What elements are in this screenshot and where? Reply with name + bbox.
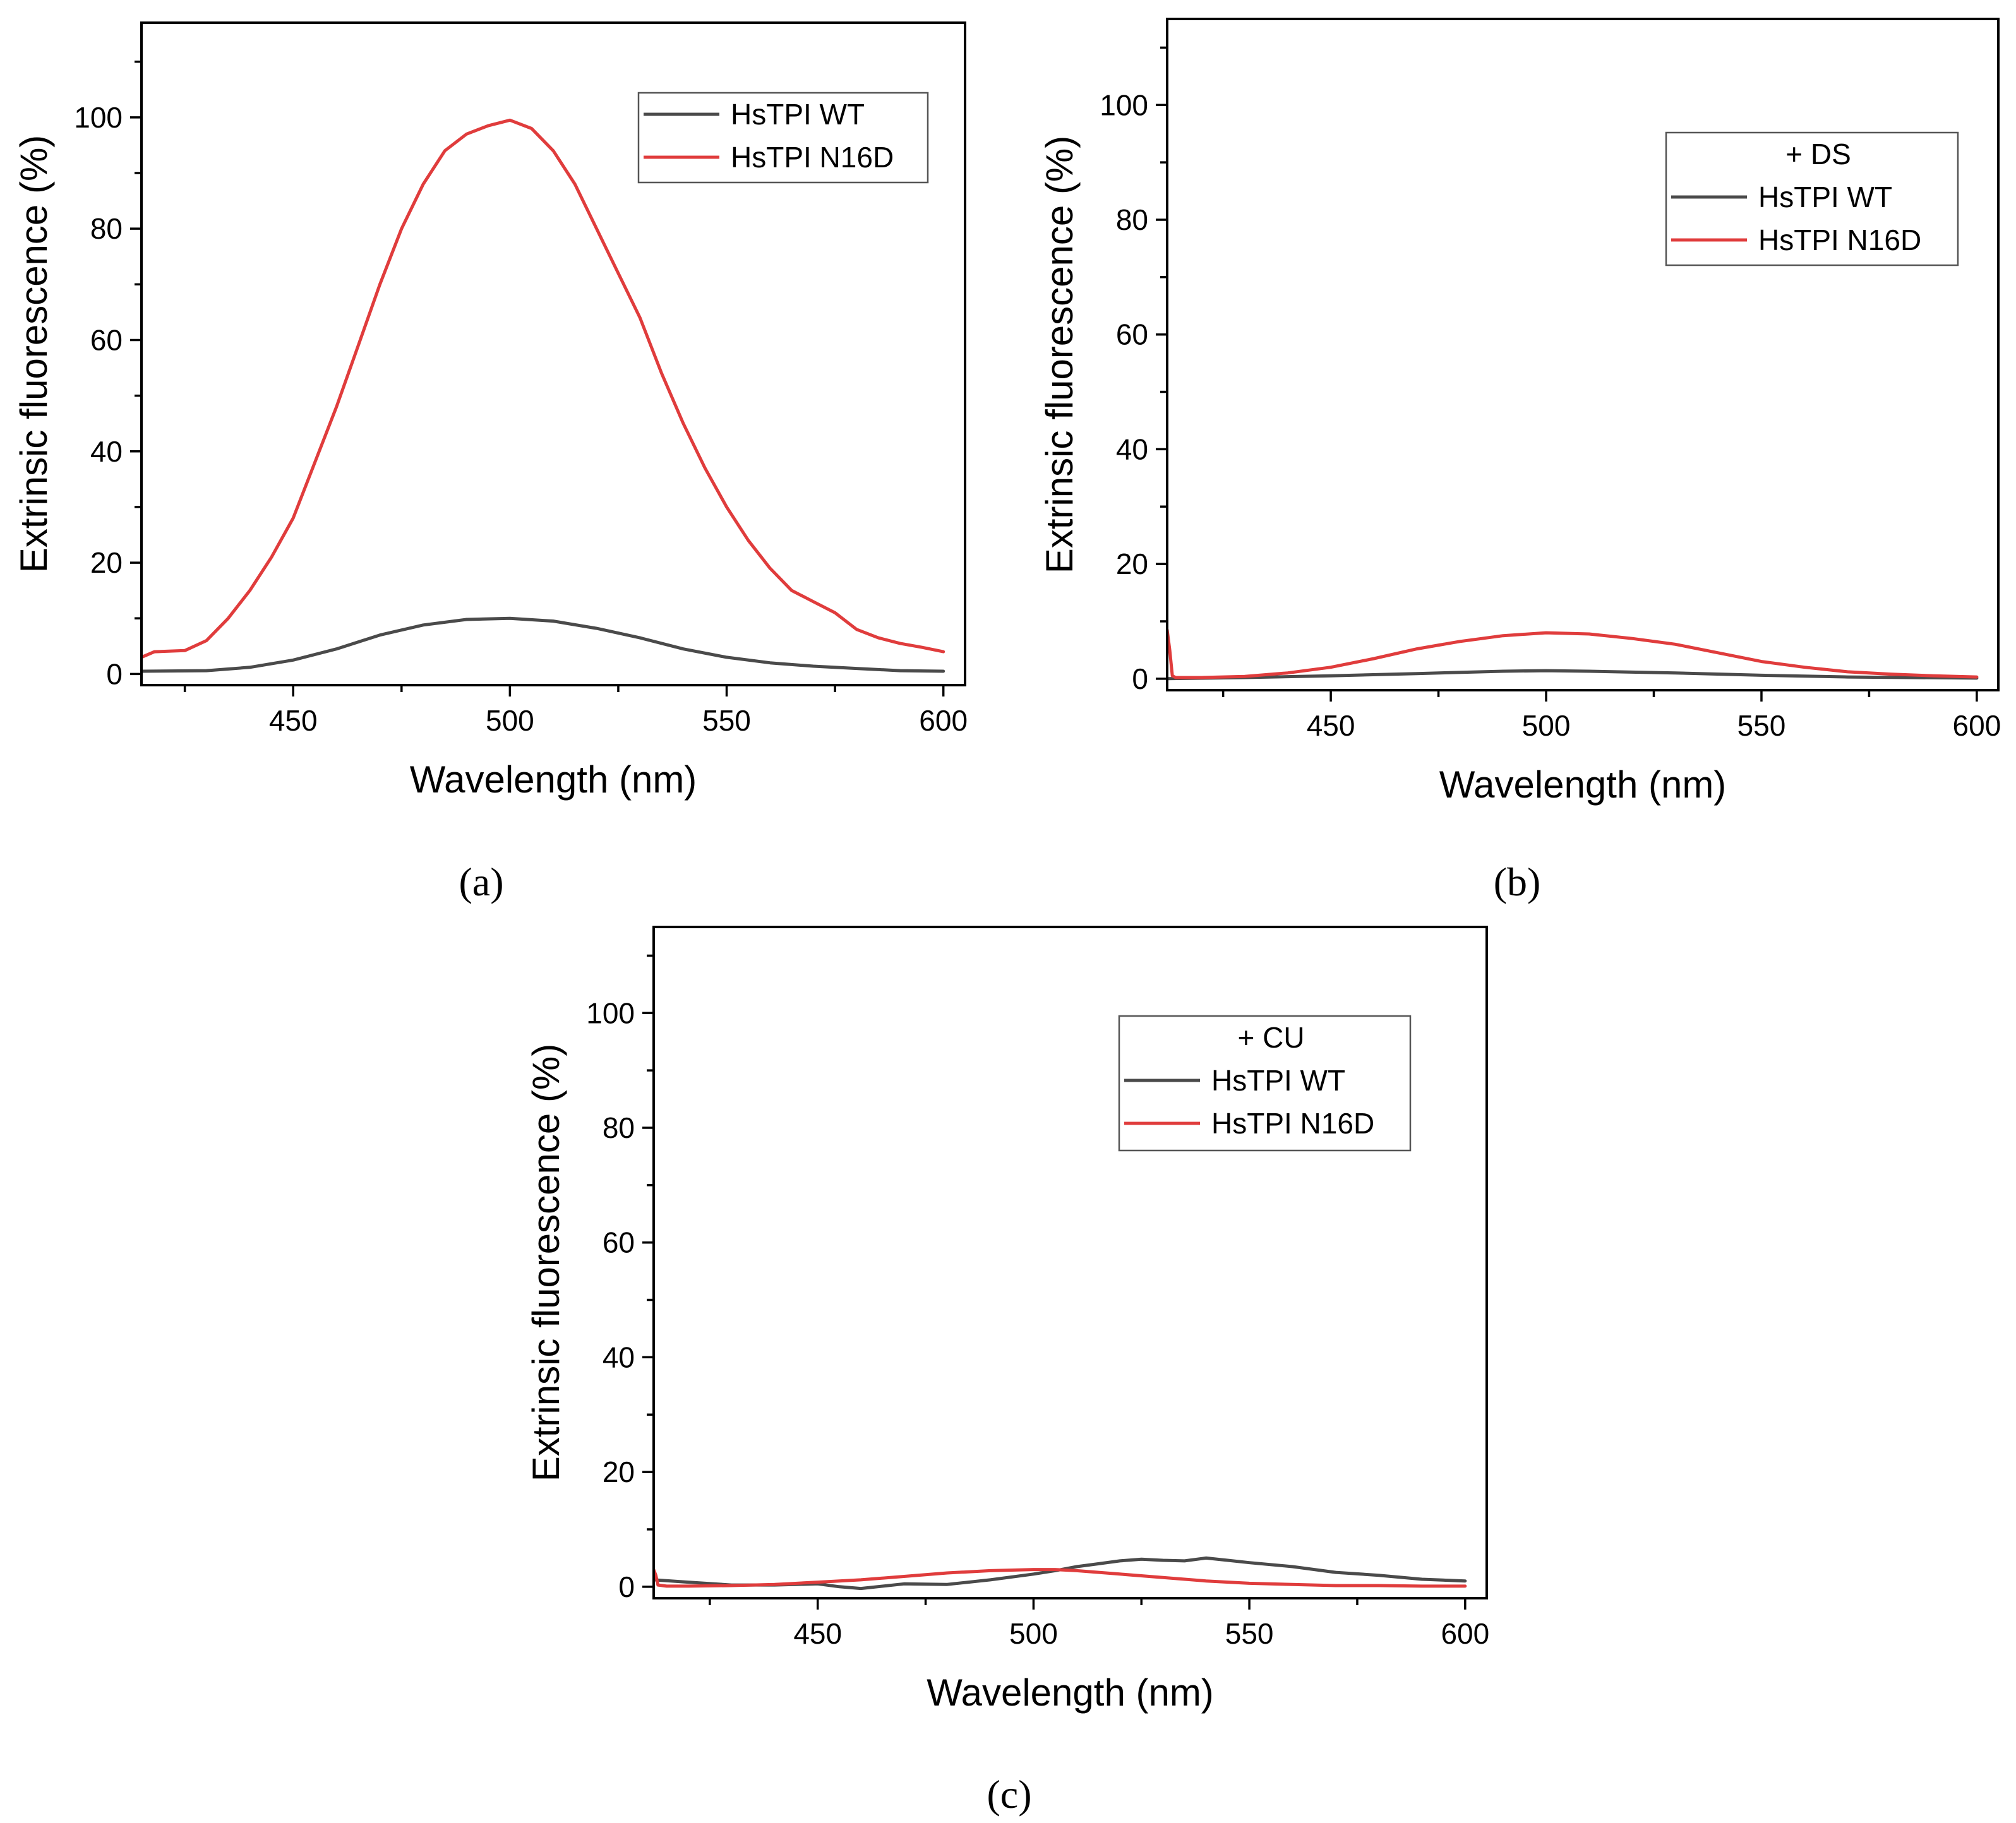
y-tick-label: 20	[90, 546, 123, 579]
x-tick-label: 550	[1737, 709, 1786, 742]
legend-title: + DS	[1785, 138, 1851, 170]
x-tick-label: 550	[702, 704, 751, 737]
legend-box	[1118, 1015, 1412, 1152]
panel-c: 450 500 550 600 0 20 40 60 80 100 Wavelength (nm) E…	[525, 926, 1489, 1817]
legend-label: HsTPI N16D	[1211, 1107, 1374, 1140]
y-tick-label: 0	[618, 1570, 635, 1603]
panel-a: 450 500 550 600 0 20 40 60 80 100 Wavelength (nm) E…	[13, 21, 968, 904]
y-tick-label: 60	[1116, 318, 1148, 351]
y-tick-label: 20	[603, 1455, 635, 1488]
legend-title: + CU	[1237, 1021, 1304, 1054]
y-tick-label: 40	[1116, 433, 1148, 465]
panel-b: 450 500 550 600 0 20 40 60 80 100 Wavelength (nm) E…	[1038, 18, 2001, 904]
y-tick-label: 0	[106, 657, 123, 690]
x-tick-label: 450	[1307, 709, 1355, 742]
series-line-hstpi-n16d	[654, 1568, 1467, 1588]
panel-label: (c)	[987, 1772, 1031, 1817]
x-axis-title: Wavelength (nm)	[1439, 763, 1727, 806]
x-tick-label: 450	[793, 1617, 842, 1650]
x-tick-label: 550	[1225, 1617, 1274, 1650]
y-tick-label: 0	[1132, 662, 1148, 695]
y-tick-label: 40	[90, 435, 123, 468]
x-tick-label: 450	[269, 704, 318, 737]
y-tick-label: 80	[603, 1111, 635, 1144]
x-axis-title: Wavelength (nm)	[927, 1671, 1214, 1714]
panel-label: (a)	[459, 859, 503, 904]
y-axis-title: Extrinsic fluorescence (%)	[525, 1044, 567, 1482]
plot-frame	[1166, 18, 2000, 691]
x-tick-label: 500	[1009, 1617, 1058, 1650]
series-line-hstpi-wt	[141, 616, 945, 673]
x-tick-label: 600	[919, 704, 968, 737]
legend-label: HsTPI WT	[1758, 181, 1892, 213]
y-tick-label: 40	[603, 1341, 635, 1373]
legend-box	[637, 92, 929, 184]
legend-label: HsTPI N16D	[1758, 224, 1921, 256]
legend-label: HsTPI N16D	[731, 141, 894, 174]
series-line-hstpi-wt	[654, 1556, 1467, 1591]
y-tick-label: 80	[1116, 203, 1148, 236]
y-tick-label: 80	[90, 212, 123, 245]
series-line-hstpi-n16d	[141, 118, 945, 659]
y-tick-label: 60	[603, 1226, 635, 1259]
panel-label: (b)	[1494, 859, 1541, 904]
x-tick-label: 500	[1522, 709, 1571, 742]
y-tick-label: 100	[74, 101, 123, 134]
y-tick-label: 20	[1116, 547, 1148, 580]
legend: + CU HsTPI WT HsTPI N16D	[1118, 1015, 1412, 1152]
plot-frame	[652, 926, 1488, 1599]
plot-frame	[140, 21, 966, 686]
y-axis-title: Extrinsic fluorescence (%)	[1038, 136, 1081, 574]
y-axis-title: Extrinsic fluorescence (%)	[13, 135, 55, 573]
x-tick-label: 600	[1441, 1617, 1489, 1650]
legend: HsTPI WT HsTPI N16D	[637, 92, 929, 184]
legend-box	[1665, 131, 1959, 266]
legend-label: HsTPI WT	[1211, 1064, 1345, 1097]
y-tick-label: 100	[1100, 88, 1148, 121]
legend: + DS HsTPI WT HsTPI N16D	[1665, 131, 1959, 266]
y-tick-label: 100	[586, 996, 635, 1029]
x-axis-title: Wavelength (nm)	[410, 758, 697, 801]
x-tick-label: 600	[1953, 709, 2001, 742]
x-tick-label: 500	[486, 704, 534, 737]
series-line-hstpi-n16d	[1167, 628, 1979, 679]
y-tick-label: 60	[90, 323, 123, 356]
legend-label: HsTPI WT	[731, 98, 865, 131]
series-line-hstpi-wt	[1167, 669, 1979, 681]
